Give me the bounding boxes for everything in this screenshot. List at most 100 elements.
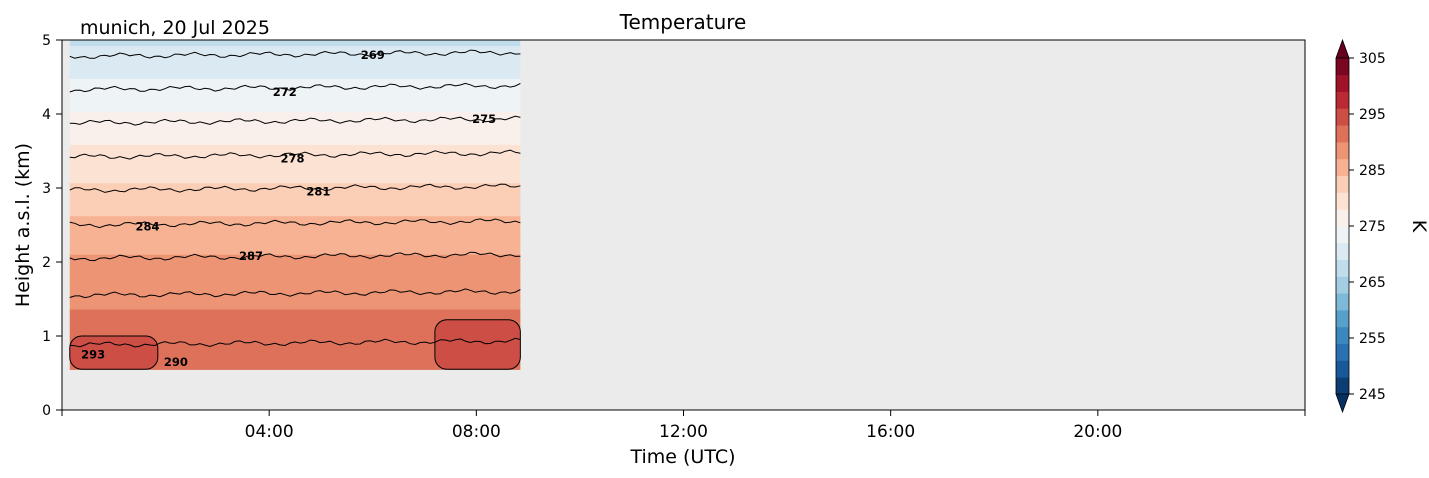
- colorbar-tick-label: 265: [1359, 275, 1386, 291]
- contour-label: 269: [361, 48, 385, 62]
- y-axis-label: Height a.s.l. (km): [12, 143, 34, 307]
- field-band: [69, 94, 521, 101]
- colorbar-level: [1336, 326, 1349, 344]
- contour-label: 281: [306, 185, 330, 199]
- y-tick-label: 5: [42, 33, 51, 49]
- x-tick-label: 04:00: [245, 422, 294, 442]
- contour-label: 293: [81, 348, 105, 362]
- colorbar-level: [1336, 377, 1349, 395]
- contour-line: [69, 115, 521, 126]
- colorbar-level: [1336, 108, 1349, 126]
- colorbar-level: [1336, 310, 1349, 328]
- x-axis-ticks: 04:00 08:00 12:00 16:00 20:00: [61, 410, 1306, 442]
- contour-line: [69, 149, 521, 160]
- field-band: [69, 50, 521, 58]
- contour-label: 272: [273, 85, 297, 99]
- field-band: [69, 275, 521, 283]
- field-band: [69, 286, 521, 294]
- y-tick-label: 4: [42, 107, 51, 123]
- colorbar-level: [1336, 276, 1349, 294]
- field-band: [69, 292, 521, 299]
- contour-line: [69, 335, 159, 370]
- contour-line: [69, 251, 521, 262]
- x-tick-label: 12:00: [659, 422, 708, 442]
- field-band: [69, 78, 521, 85]
- colorbar-tick-label: 245: [1359, 387, 1386, 403]
- contour-line: [69, 288, 521, 299]
- field-band: [69, 83, 521, 90]
- field-band: [69, 72, 521, 80]
- field-band: [69, 122, 521, 129]
- field-band: [69, 341, 521, 348]
- colorbar-level: [1336, 209, 1349, 227]
- y-tick-label: 3: [42, 181, 51, 197]
- field-band: [69, 330, 521, 337]
- colorbar-extend-min: [1335, 393, 1350, 414]
- field-band: [69, 100, 521, 107]
- warm-patch: [434, 319, 521, 370]
- colorbar-level: [1336, 175, 1349, 193]
- field-band: [69, 314, 521, 321]
- field-band: [69, 177, 521, 184]
- colorbar-label: K: [1408, 220, 1429, 233]
- field-band: [69, 171, 521, 178]
- colorbar-level: [1336, 91, 1349, 109]
- colorbar-tick-label: 305: [1359, 51, 1386, 67]
- field-band: [69, 265, 521, 272]
- field-band: [69, 347, 521, 354]
- contour-line: [69, 82, 521, 93]
- field-band: [69, 61, 521, 69]
- field-band: [69, 254, 521, 261]
- field-band: [69, 215, 521, 222]
- colorbar-level: [1336, 192, 1349, 210]
- x-tick-label: 16:00: [866, 422, 915, 442]
- colorbar-level: [1336, 125, 1349, 143]
- field-band: [69, 105, 521, 112]
- colorbar-level: [1336, 343, 1349, 361]
- field-band: [69, 352, 521, 359]
- y-axis-ticks: 0 1 2 3 4 5: [42, 33, 62, 419]
- field-band: [69, 226, 521, 233]
- field-band: [69, 67, 521, 74]
- field-band: [69, 259, 521, 266]
- field-band: [69, 133, 521, 140]
- field-band: [69, 270, 521, 277]
- field-band: [69, 303, 521, 310]
- field-band: [69, 56, 521, 63]
- field-band: [69, 199, 521, 206]
- contour-label: 284: [135, 219, 159, 233]
- chart-title: Temperature: [619, 10, 747, 34]
- colorbar-level: [1336, 142, 1349, 160]
- field-band: [69, 281, 521, 288]
- field-band: [69, 232, 521, 239]
- field-band: [69, 45, 521, 52]
- field-band: [69, 182, 521, 189]
- colorbar-level-bands: [1336, 58, 1349, 395]
- colorbar-tick-label: 275: [1359, 219, 1386, 235]
- field-band: [69, 237, 521, 244]
- warm-patch: [69, 336, 158, 370]
- colorbar-extend-max: [1335, 38, 1350, 59]
- contour-label: 278: [280, 151, 304, 165]
- y-tick-label: 2: [42, 255, 51, 271]
- contour-line: [69, 218, 521, 229]
- field-band: [69, 308, 521, 316]
- contour-label: 290: [164, 355, 188, 369]
- colorbar-level: [1336, 58, 1349, 76]
- x-tick-label: 08:00: [452, 422, 501, 442]
- field-band: [69, 111, 521, 118]
- y-tick-label: 0: [42, 403, 51, 419]
- colorbar-tick-label: 295: [1359, 107, 1386, 123]
- y-tick-label: 1: [42, 329, 51, 345]
- colorbar-level: [1336, 360, 1349, 378]
- contour-label: 275: [472, 112, 496, 126]
- colorbar-level: [1336, 158, 1349, 176]
- field-band: [69, 243, 521, 250]
- field-band: [69, 127, 521, 134]
- field-band: [69, 138, 521, 145]
- field-band: [69, 210, 521, 217]
- contour-line: [69, 337, 521, 348]
- x-tick-label: 20:00: [1073, 422, 1122, 442]
- field-band: [69, 319, 521, 326]
- field-band: [69, 297, 521, 305]
